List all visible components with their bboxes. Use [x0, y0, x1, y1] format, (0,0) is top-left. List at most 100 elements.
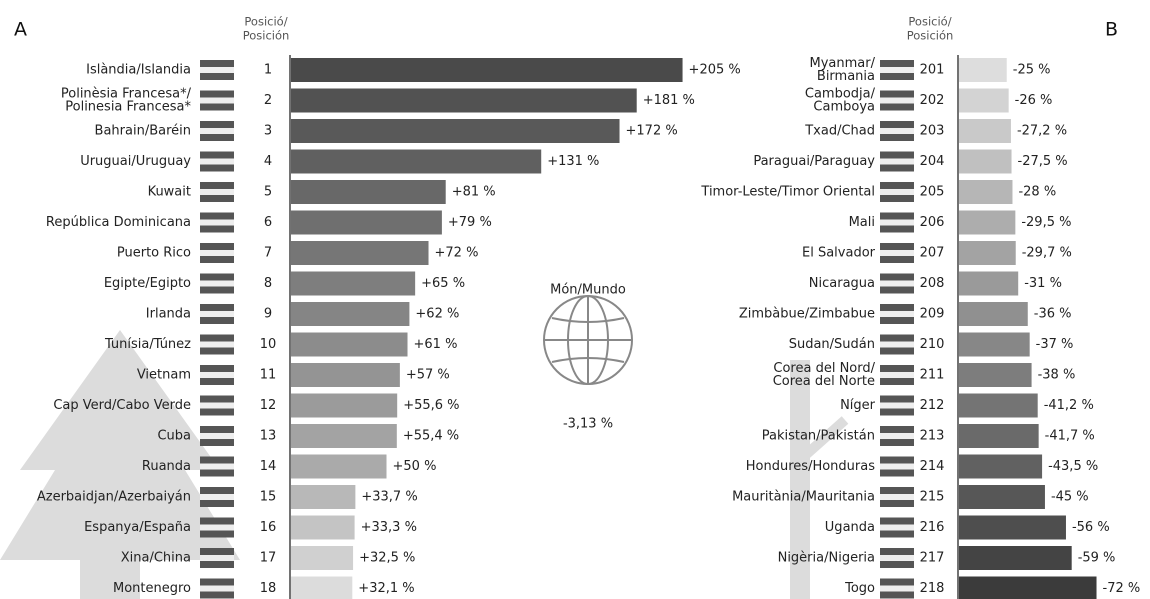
category-label: Egipte/Egipto: [104, 276, 191, 291]
position: 206: [920, 215, 945, 230]
bar: [291, 485, 355, 509]
bar: [959, 333, 1030, 357]
value-label: -29,5 %: [1021, 215, 1071, 230]
value-label: -37 %: [1036, 337, 1074, 352]
bar: [959, 180, 1012, 204]
flag-stripe: [200, 525, 234, 531]
flag-stripe: [200, 555, 234, 561]
category-label: Pakistan/Pakistán: [762, 429, 875, 444]
flag-stripe: [200, 464, 234, 470]
bar: [291, 333, 408, 357]
position: 210: [920, 337, 945, 352]
position: 216: [920, 520, 945, 535]
value-label: +205 %: [689, 63, 741, 78]
flag-stripe: [880, 464, 914, 470]
bar: [959, 241, 1016, 265]
position: 207: [920, 246, 945, 261]
position: 18: [260, 581, 277, 596]
category-label: Sudan/Sudán: [789, 337, 875, 352]
flag-stripe: [880, 250, 914, 256]
category-label: República Dominicana: [46, 215, 191, 230]
category-label: Cap Verd/Cabo Verde: [53, 398, 191, 413]
flag-stripe: [880, 67, 914, 73]
world-value: -3,13 %: [563, 417, 613, 432]
flag-stripe: [880, 555, 914, 561]
flag-stripe: [880, 220, 914, 226]
bar: [959, 150, 1012, 174]
flag-stripe: [200, 67, 234, 73]
bar: [959, 119, 1011, 143]
position: 208: [920, 276, 945, 291]
bar: [959, 363, 1032, 387]
position: 201: [920, 63, 945, 78]
value-label: +172 %: [626, 124, 678, 139]
bar: [291, 272, 415, 296]
position: 5: [264, 185, 272, 200]
position: 10: [260, 337, 277, 352]
position: 8: [264, 276, 272, 291]
category-label: Bahrain/Baréin: [95, 124, 191, 139]
position-header: Posició/: [908, 15, 951, 29]
bar: [291, 394, 397, 418]
flag-stripe: [200, 342, 234, 348]
value-label: -31 %: [1024, 276, 1062, 291]
flag-stripe: [880, 189, 914, 195]
position: 215: [920, 490, 945, 505]
value-label: +181 %: [643, 93, 695, 108]
value-label: +72 %: [435, 246, 479, 261]
category-label: Corea del Norte: [773, 374, 875, 389]
bar: [291, 119, 620, 143]
flag-stripe: [200, 403, 234, 409]
position: 205: [920, 185, 945, 200]
flag-stripe: [200, 281, 234, 287]
position: 14: [260, 459, 277, 474]
flag-stripe: [880, 433, 914, 439]
category-label: Uganda: [825, 520, 875, 535]
category-label: Hondures/Honduras: [746, 459, 875, 474]
bar: [291, 302, 409, 326]
position: 13: [260, 429, 277, 444]
value-label: -26 %: [1015, 93, 1053, 108]
bar: [959, 302, 1028, 326]
value-label: -36 %: [1034, 307, 1072, 322]
value-label: -28 %: [1018, 185, 1056, 200]
flag-stripe: [880, 311, 914, 317]
category-label: Irlanda: [146, 307, 191, 322]
category-label: Uruguai/Uruguay: [80, 154, 191, 169]
position: 218: [920, 581, 945, 596]
category-label: Cuba: [157, 429, 191, 444]
position: 203: [920, 124, 945, 139]
value-label: +61 %: [414, 337, 458, 352]
bar: [291, 211, 442, 235]
position: 1: [264, 63, 272, 78]
value-label: +79 %: [448, 215, 492, 230]
flag-stripe: [200, 159, 234, 165]
position: 209: [920, 307, 945, 322]
category-label: Birmania: [817, 69, 875, 84]
position: 4: [264, 154, 272, 169]
value-label: -72 %: [1103, 581, 1141, 596]
position: 16: [260, 520, 277, 535]
category-label: Montenegro: [113, 581, 191, 596]
value-label: -29,7 %: [1022, 246, 1072, 261]
bar: [959, 546, 1072, 570]
position: 204: [920, 154, 945, 169]
value-label: -43,5 %: [1048, 459, 1098, 474]
category-label: Espanya/España: [84, 520, 191, 535]
flag-stripe: [880, 281, 914, 287]
bar: [959, 394, 1038, 418]
flag-stripe: [200, 311, 234, 317]
value-label: +55,4 %: [403, 429, 459, 444]
bar: [291, 455, 387, 479]
category-label: Azerbaidjan/Azerbaiyán: [37, 490, 191, 505]
position: 2: [264, 93, 272, 108]
flag-stripe: [200, 372, 234, 378]
category-label: Puerto Rico: [117, 246, 191, 261]
bar: [291, 363, 400, 387]
bar: [959, 577, 1097, 599]
flag-stripe: [200, 98, 234, 104]
position-header: Posición: [907, 29, 954, 43]
flag-stripe: [200, 586, 234, 592]
category-label: Kuwait: [148, 185, 191, 200]
page: Món/Mundo -3,13 % APosició/PosiciónIslàn…: [0, 0, 1150, 599]
